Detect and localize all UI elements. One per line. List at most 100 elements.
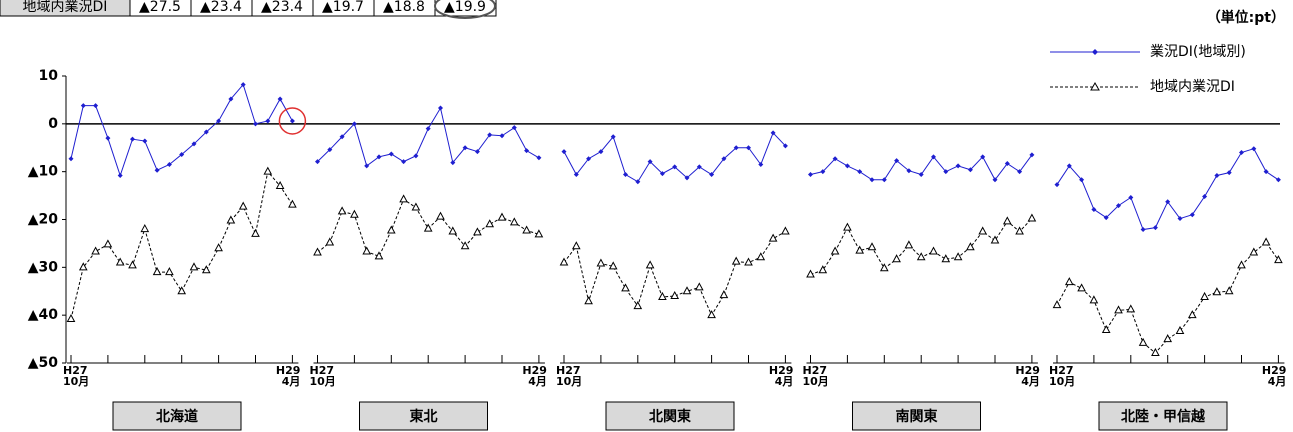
- regional-marker: [731, 256, 741, 265]
- di-marker: [327, 147, 333, 153]
- di-marker: [1251, 146, 1257, 152]
- regional-marker: [621, 283, 630, 292]
- regional-marker: [584, 296, 593, 305]
- panel-label: 北陸・甲信越: [1121, 408, 1206, 425]
- di-marker: [659, 171, 665, 177]
- legend-label: 地域内業況DI: [1150, 79, 1235, 95]
- regional-marker: [978, 226, 988, 235]
- regional-marker: [719, 290, 729, 299]
- di-marker: [68, 156, 74, 162]
- regional-marker: [436, 211, 445, 220]
- regional-marker: [1052, 300, 1062, 309]
- di-marker: [191, 141, 197, 147]
- regional-marker: [337, 206, 347, 215]
- regional-marker: [374, 251, 384, 260]
- di-marker: [623, 172, 628, 178]
- di-marker: [462, 145, 468, 151]
- regional-marker: [694, 282, 704, 291]
- di-marker: [1263, 169, 1269, 175]
- panel-label: 南関東: [896, 408, 938, 425]
- regional-marker: [867, 242, 877, 251]
- di-marker: [364, 163, 370, 169]
- regional-marker: [633, 301, 643, 310]
- di-marker: [758, 161, 764, 167]
- di-marker: [980, 154, 986, 160]
- regional-marker: [1237, 260, 1246, 269]
- table-value: ▲19.9: [444, 0, 486, 15]
- regional-marker: [275, 180, 285, 190]
- di-marker: [1066, 163, 1072, 169]
- regional-marker: [251, 228, 260, 237]
- panel-label: 北海道: [156, 408, 198, 425]
- regional-marker: [128, 260, 137, 269]
- y-tick-label: ▲20: [28, 212, 59, 228]
- di-marker: [315, 159, 320, 165]
- legend-marker: [1092, 49, 1098, 55]
- regional-marker: [1224, 286, 1234, 295]
- regional-marker: [843, 222, 852, 231]
- regional-marker: [818, 265, 828, 274]
- regional-marker: [1015, 226, 1024, 235]
- di-marker: [782, 143, 788, 149]
- regional-marker: [448, 226, 458, 235]
- regional-marker: [645, 260, 655, 269]
- di-marker: [733, 145, 739, 151]
- regional-marker: [916, 252, 926, 261]
- regional-marker: [386, 225, 396, 234]
- regional-marker: [608, 261, 618, 270]
- x-tick-label: H29 4月: [522, 364, 547, 388]
- regional-marker: [1200, 291, 1209, 300]
- di-marker: [857, 169, 863, 175]
- regional-marker: [165, 267, 174, 276]
- di-marker: [770, 130, 776, 136]
- x-tick-label: H29 4月: [768, 364, 794, 388]
- regional-marker: [313, 247, 322, 256]
- di-marker: [808, 172, 813, 178]
- x-tick-label: H27 10月: [556, 364, 583, 388]
- x-tick-label: H27 10月: [1049, 364, 1076, 388]
- di-marker: [1029, 152, 1035, 158]
- di-marker: [672, 164, 678, 170]
- regional-marker: [1089, 295, 1099, 304]
- regional-line: [70, 170, 293, 320]
- regional-marker: [1274, 255, 1283, 264]
- di-marker: [1140, 227, 1146, 233]
- regional-marker: [806, 269, 815, 278]
- di-marker: [918, 172, 924, 178]
- di-marker: [216, 118, 222, 124]
- regional-marker: [1138, 337, 1148, 346]
- regional-marker: [904, 240, 914, 249]
- regional-marker: [226, 215, 236, 224]
- regional-marker: [1212, 287, 1222, 296]
- di-marker: [1177, 216, 1183, 222]
- di-marker: [869, 177, 875, 183]
- table-value: ▲19.7: [322, 0, 364, 15]
- regional-marker: [263, 166, 273, 175]
- regional-marker: [214, 243, 223, 252]
- regional-marker: [953, 252, 963, 261]
- regional-marker: [990, 235, 1000, 244]
- di-marker: [228, 96, 234, 102]
- regional-marker: [140, 224, 150, 233]
- di-marker: [388, 151, 394, 157]
- regional-marker: [670, 290, 680, 300]
- di-marker: [881, 177, 887, 183]
- di-marker: [203, 129, 209, 135]
- regional-marker: [744, 257, 753, 266]
- di-marker: [635, 179, 641, 185]
- regional-marker: [830, 246, 840, 255]
- di-marker: [943, 169, 949, 175]
- di-marker: [820, 169, 826, 175]
- regional-marker: [1187, 310, 1197, 319]
- di-marker: [240, 82, 246, 88]
- di-marker: [573, 172, 579, 178]
- di-marker: [1103, 215, 1109, 221]
- di-marker: [154, 167, 160, 173]
- regional-marker: [682, 286, 692, 295]
- regional-marker: [509, 217, 519, 226]
- regional-marker: [1002, 216, 1012, 225]
- di-marker: [647, 159, 653, 165]
- regional-marker: [534, 229, 544, 238]
- di-marker: [992, 177, 998, 183]
- di-marker: [93, 103, 99, 109]
